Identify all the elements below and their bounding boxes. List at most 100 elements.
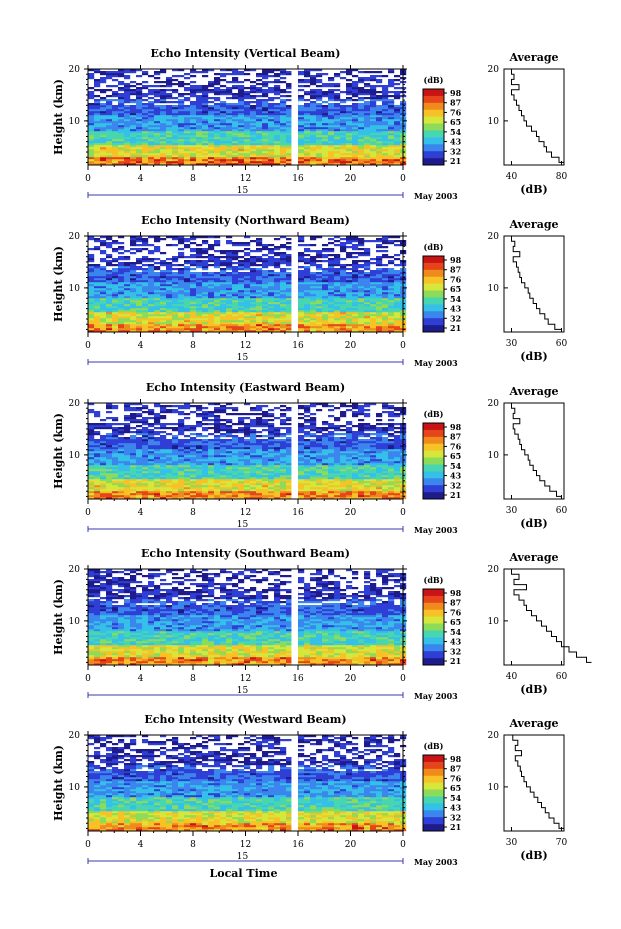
heatmap-cell — [250, 495, 257, 498]
heatmap-cell — [238, 300, 245, 303]
heatmap-cell — [274, 111, 281, 114]
heatmap-cell — [364, 250, 371, 253]
heatmap-cell — [124, 330, 131, 333]
heatmap-cell — [328, 250, 335, 253]
heatmap-cell — [268, 117, 275, 120]
heatmap-cell — [262, 493, 269, 496]
heatmap-cell — [172, 278, 179, 281]
heatmap-cell — [148, 266, 155, 269]
heatmap-cell — [304, 270, 311, 273]
heatmap-cell — [280, 119, 287, 122]
heatmap-cell — [226, 491, 233, 494]
heatmap-cell — [316, 159, 323, 162]
heatmap-cell — [184, 117, 191, 120]
heatmap-cell — [262, 258, 269, 261]
heatmap-cell — [370, 133, 377, 136]
heatmap-cell — [310, 260, 317, 263]
heatmap-cell — [196, 266, 203, 269]
heatmap-cell — [370, 284, 377, 287]
heatmap-cell — [226, 284, 233, 287]
heatmap-cell — [136, 302, 143, 305]
heatmap-cell — [388, 316, 395, 319]
heatmap-cell — [214, 141, 221, 144]
heatmap-cell — [88, 493, 95, 496]
heatmap-cell — [352, 119, 359, 122]
heatmap-cell — [352, 491, 359, 494]
heatmap-cell — [352, 487, 359, 490]
heatmap-cell — [304, 141, 311, 144]
heatmap-cell — [226, 302, 233, 305]
heatmap-cell — [100, 282, 107, 285]
heatmap-cell — [202, 69, 209, 72]
heatmap-cell — [178, 294, 185, 297]
heatmap-cell — [232, 306, 239, 309]
heatmap-cell — [280, 151, 287, 154]
heatmap-cell — [316, 330, 323, 333]
heatmap-cell — [310, 304, 317, 307]
heatmap-cell — [370, 310, 377, 313]
heatmap-cell — [202, 310, 209, 313]
heatmap-cell — [394, 284, 401, 287]
heatmap-cell — [106, 123, 113, 126]
heatmap-cell — [382, 238, 389, 241]
heatmap-cell — [382, 101, 389, 104]
heatmap-cell — [106, 89, 113, 92]
heatmap-cell — [340, 119, 347, 122]
heatmap-cell — [262, 155, 269, 158]
heatmap-cell — [346, 312, 353, 315]
heatmap-cell — [388, 121, 395, 124]
colorbar-swatch — [423, 318, 444, 326]
heatmap-cell — [352, 129, 359, 132]
heatmap-cell — [370, 308, 377, 311]
heatmap-cell — [220, 133, 227, 136]
heatmap-cell — [220, 286, 227, 289]
heatmap-cell — [304, 73, 311, 76]
heatmap-cell — [298, 330, 305, 333]
heatmap-cell — [88, 264, 95, 267]
heatmap-cell — [94, 324, 101, 327]
heatmap-cell — [346, 268, 353, 271]
heatmap-cell — [388, 282, 395, 285]
heatmap-cell — [376, 256, 383, 259]
heatmap-cell — [94, 99, 101, 102]
heatmap-cell — [334, 493, 341, 496]
heatmap-cell — [394, 326, 401, 329]
heatmap-cell — [226, 292, 233, 295]
heatmap-cell — [370, 91, 377, 94]
heatmap-cell — [94, 284, 101, 287]
heatmap-cell — [364, 272, 371, 275]
heatmap-cell — [142, 71, 149, 74]
heatmap-cell — [334, 260, 341, 263]
heatmap-cell — [232, 141, 239, 144]
heatmap-cell — [160, 145, 167, 148]
heatmap-cell — [238, 161, 245, 164]
x-tick-label: 4 — [138, 341, 144, 351]
heatmap-cell — [262, 89, 269, 92]
heatmap-cell — [304, 157, 311, 160]
heatmap-cell — [226, 127, 233, 130]
heatmap-cell — [352, 264, 359, 267]
colorbar-tick-label: 65 — [450, 284, 461, 294]
heatmap-cell — [364, 282, 371, 285]
heatmap-cell — [388, 294, 395, 297]
heatmap-cell — [136, 133, 143, 136]
heatmap-cell — [376, 487, 383, 490]
heatmap-cell — [382, 326, 389, 329]
heatmap-cell — [310, 250, 317, 253]
heatmap-cell — [274, 105, 281, 108]
heatmap-cell — [388, 268, 395, 271]
heatmap-cell — [214, 240, 221, 243]
heatmap-cell — [94, 119, 101, 122]
heatmap-cell — [220, 278, 227, 281]
heatmap-cell — [322, 153, 329, 156]
heatmap-cell — [166, 270, 173, 273]
heatmap-cell — [358, 91, 365, 94]
heatmap-cell — [322, 163, 329, 166]
heatmap-cell — [310, 294, 317, 297]
heatmap-cell — [94, 296, 101, 299]
heatmap-cell — [274, 324, 281, 327]
heatmap-cell — [316, 296, 323, 299]
heatmap-cell — [88, 121, 95, 124]
heatmap-cell — [244, 286, 251, 289]
heatmap-cell — [160, 109, 167, 112]
